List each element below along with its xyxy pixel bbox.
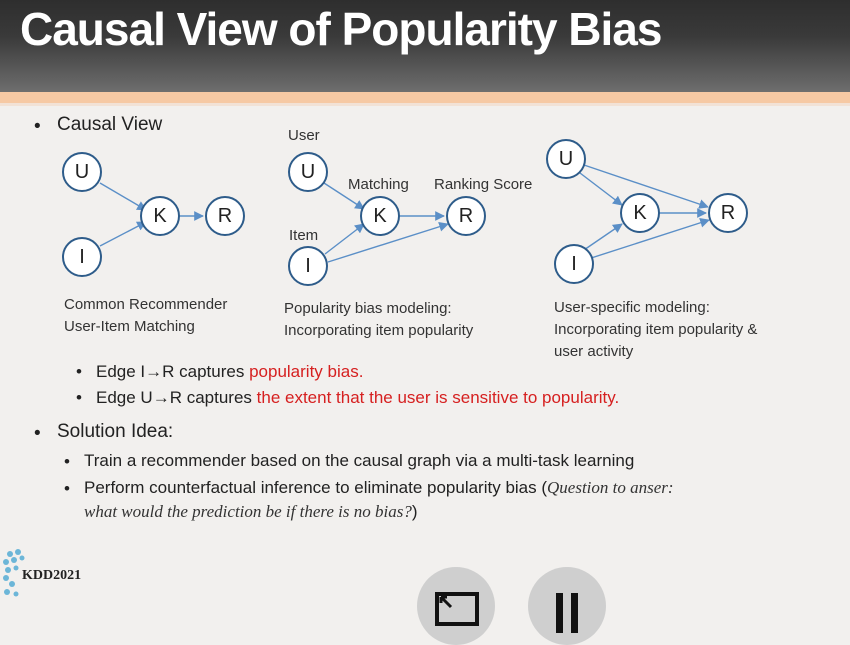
causal-graphs: U I K R User Matching Ranking Score Item…	[62, 127, 748, 286]
svg-text:U: U	[75, 161, 89, 183]
solution-counterfactual-cont: what would the prediction be if there is…	[84, 502, 418, 522]
solution-question-cont: what would the prediction be if there is…	[84, 502, 412, 521]
svg-text:R: R	[218, 205, 232, 227]
solution-question: Question to anser:	[547, 478, 674, 497]
svg-text:I: I	[305, 255, 311, 277]
pause-button[interactable]	[528, 567, 606, 645]
svg-text:U: U	[301, 161, 315, 183]
caption-graph2-line2: Incorporating item popularity	[284, 322, 474, 339]
node-u: U	[546, 139, 586, 179]
label-matching: Matching	[348, 176, 409, 193]
node-k: K	[140, 196, 180, 236]
title-bar: Causal View of Popularity Bias	[0, 0, 850, 92]
caption-graph3-line3: user activity	[554, 343, 634, 360]
edge-u-r	[583, 164, 709, 209]
sub-bullet-edge-ir: Edge I→R captures popularity bias.	[96, 362, 363, 382]
slide-title: Causal View of Popularity Bias	[20, 3, 662, 55]
caption-graph1-line1: Common Recommender	[64, 296, 228, 313]
edge-i-r	[327, 221, 449, 263]
bullet-solution-idea: Solution Idea:	[57, 421, 174, 442]
kdd-logo-text: KDD2021	[22, 568, 82, 583]
bullet-dot: •	[34, 116, 41, 137]
exit-fullscreen-button[interactable]	[417, 567, 495, 645]
sub-bullet-dot: •	[64, 479, 70, 498]
caption-graph2-line1: Popularity bias modeling:	[284, 300, 452, 317]
svg-text:K: K	[373, 205, 387, 227]
svg-text:R: R	[721, 202, 735, 224]
edge-i-k	[580, 223, 623, 253]
svg-text:K: K	[153, 205, 167, 227]
svg-text:I: I	[571, 253, 577, 275]
label-user: User	[288, 127, 320, 144]
edge-u-k	[99, 182, 147, 211]
solution-close-paren: )	[411, 502, 418, 521]
node-k: K	[620, 193, 660, 233]
solution-counterfactual-text: Perform counterfactual inference to elim…	[84, 478, 548, 497]
node-i: I	[288, 246, 328, 286]
node-r: R	[446, 196, 486, 236]
bullet-dot: •	[34, 423, 41, 444]
sub-bullet-edge-ir-text: Edge I→R captures	[96, 362, 250, 381]
highlight-user-sensitivity: the extent that the user is sensitive to…	[256, 388, 620, 407]
graph-popularity-bias: User Matching Ranking Score Item U I K R	[288, 127, 532, 286]
edge-i-k	[324, 223, 365, 255]
svg-text:U: U	[559, 148, 573, 170]
node-i: I	[554, 244, 594, 284]
edge-u-k	[323, 182, 365, 210]
sub-bullet-dot: •	[76, 388, 82, 407]
exit-fullscreen-icon	[435, 592, 479, 626]
node-u: U	[288, 152, 328, 192]
graph-common-recommender: U I K R	[62, 152, 245, 277]
sub-bullet-edge-ur: Edge U→R captures the extent that the us…	[96, 388, 619, 408]
solution-counterfactual: Perform counterfactual inference to elim…	[84, 478, 674, 498]
label-item: Item	[289, 227, 318, 244]
solution-multitask: Train a recommender based on the causal …	[84, 451, 635, 470]
title-divider	[0, 92, 850, 103]
label-ranking-score: Ranking Score	[434, 176, 532, 193]
sub-bullet-edge-ur-text: Edge U→R captures	[96, 388, 257, 407]
bullet-causal-view: Causal View	[57, 114, 163, 135]
node-r: R	[708, 193, 748, 233]
sub-bullet-dot: •	[64, 452, 70, 471]
caption-graph3-line2: Incorporating item popularity &	[554, 321, 758, 338]
caption-graph1-line2: User-Item Matching	[64, 318, 195, 335]
svg-text:R: R	[459, 205, 473, 227]
highlight-popularity-bias: popularity bias.	[249, 362, 364, 381]
edge-i-r	[584, 218, 710, 261]
graph-user-specific: U I K R	[546, 139, 748, 284]
node-r: R	[205, 196, 245, 236]
sub-bullet-dot: •	[76, 362, 82, 381]
node-i: I	[62, 237, 102, 277]
edge-i-k	[99, 221, 147, 247]
node-u: U	[62, 152, 102, 192]
caption-graph3-line1: User-specific modeling:	[554, 299, 710, 316]
title-divider-light	[0, 103, 850, 106]
svg-text:K: K	[633, 202, 647, 224]
node-k: K	[360, 196, 400, 236]
edge-u-k	[579, 172, 623, 206]
pause-icon	[556, 593, 578, 633]
svg-text:I: I	[79, 246, 85, 268]
kdd-logo-icon	[3, 549, 25, 597]
